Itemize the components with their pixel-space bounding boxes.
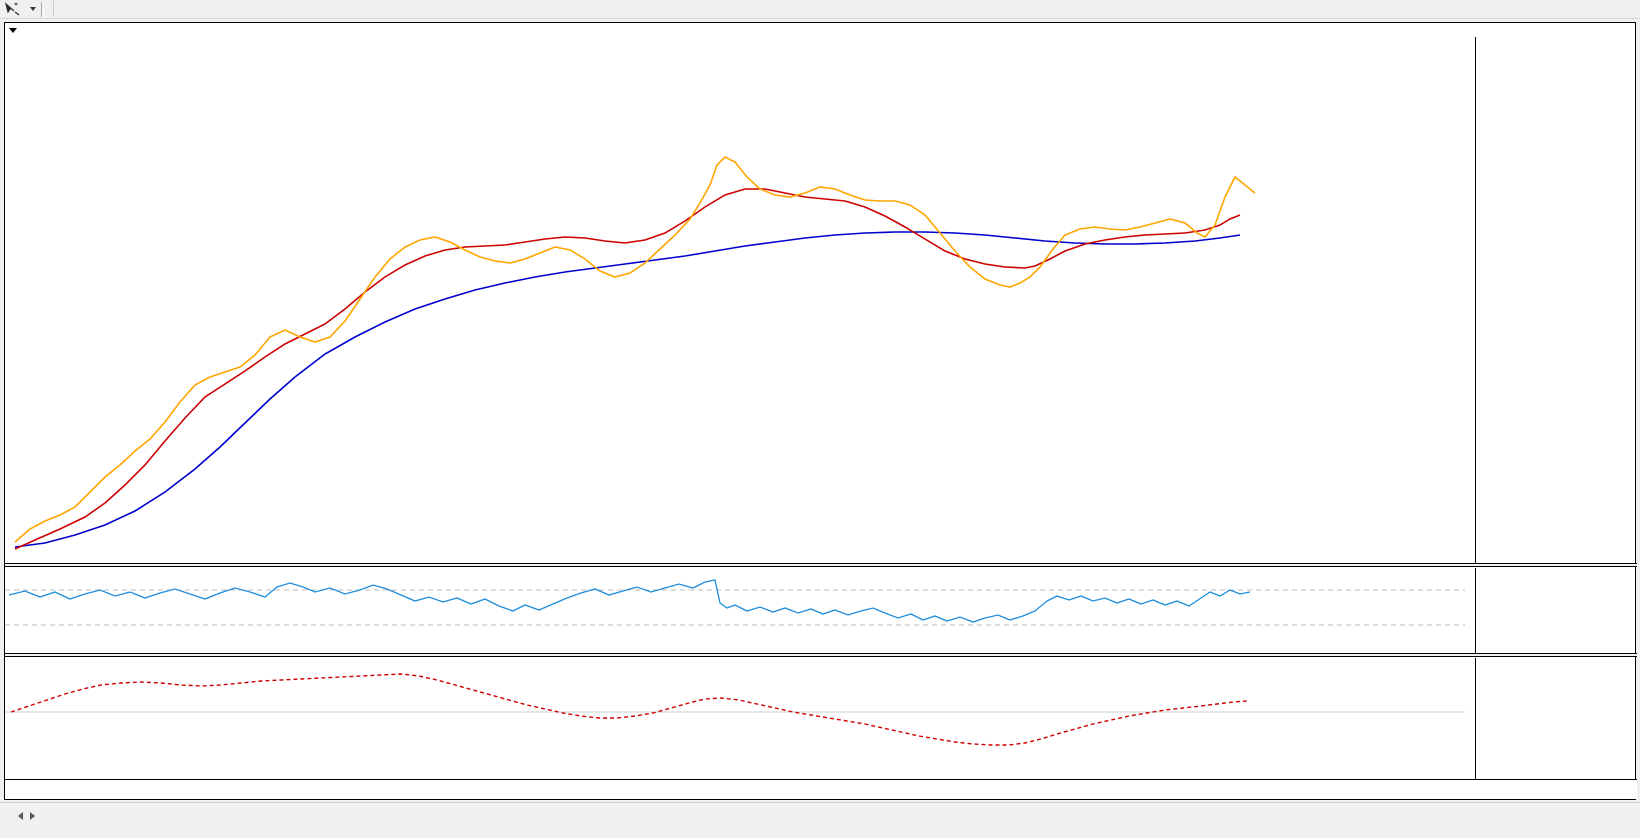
triangle-down-icon[interactable] xyxy=(9,27,17,33)
chart-toolbar xyxy=(0,0,1640,19)
toolbar-divider xyxy=(53,1,54,17)
pane-separator-macd[interactable] xyxy=(5,653,1637,657)
price-scale[interactable] xyxy=(1475,37,1635,563)
price-pane[interactable] xyxy=(5,37,1475,563)
rsi-plot xyxy=(5,579,1465,626)
rsi-pane[interactable] xyxy=(5,568,1475,653)
macd-scale[interactable] xyxy=(1475,658,1635,780)
tab-scroll-controls[interactable] xyxy=(12,803,41,829)
arrow-left-icon[interactable] xyxy=(18,812,23,820)
price-plot xyxy=(14,156,1256,550)
macd-plot xyxy=(5,673,1465,746)
rsi-scale[interactable] xyxy=(1475,568,1635,653)
chart-symbol-bar xyxy=(5,23,1635,37)
chart-tab-bar xyxy=(0,802,1640,838)
macd-pane[interactable] xyxy=(5,658,1475,780)
toolbar-grip[interactable] xyxy=(39,1,46,18)
crosshair-cursor-icon[interactable] xyxy=(0,1,26,18)
chevron-down-icon[interactable] xyxy=(26,1,39,18)
arrow-right-icon[interactable] xyxy=(30,812,35,820)
chart-window[interactable] xyxy=(4,22,1637,800)
pane-separator-rsi[interactable] xyxy=(5,563,1637,567)
time-axis[interactable] xyxy=(5,779,1637,799)
